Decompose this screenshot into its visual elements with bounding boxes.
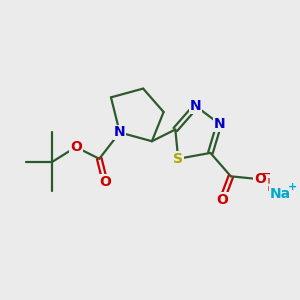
Text: O: O xyxy=(70,140,82,154)
Text: +: + xyxy=(288,182,298,192)
Text: −: − xyxy=(262,169,271,179)
Text: N: N xyxy=(190,99,202,113)
Text: O: O xyxy=(99,175,111,189)
Text: S: S xyxy=(173,152,183,166)
Text: O: O xyxy=(254,172,266,186)
Text: Na: Na xyxy=(270,187,291,201)
Text: N: N xyxy=(213,117,225,131)
Text: N: N xyxy=(114,125,126,140)
Text: O: O xyxy=(216,193,228,207)
